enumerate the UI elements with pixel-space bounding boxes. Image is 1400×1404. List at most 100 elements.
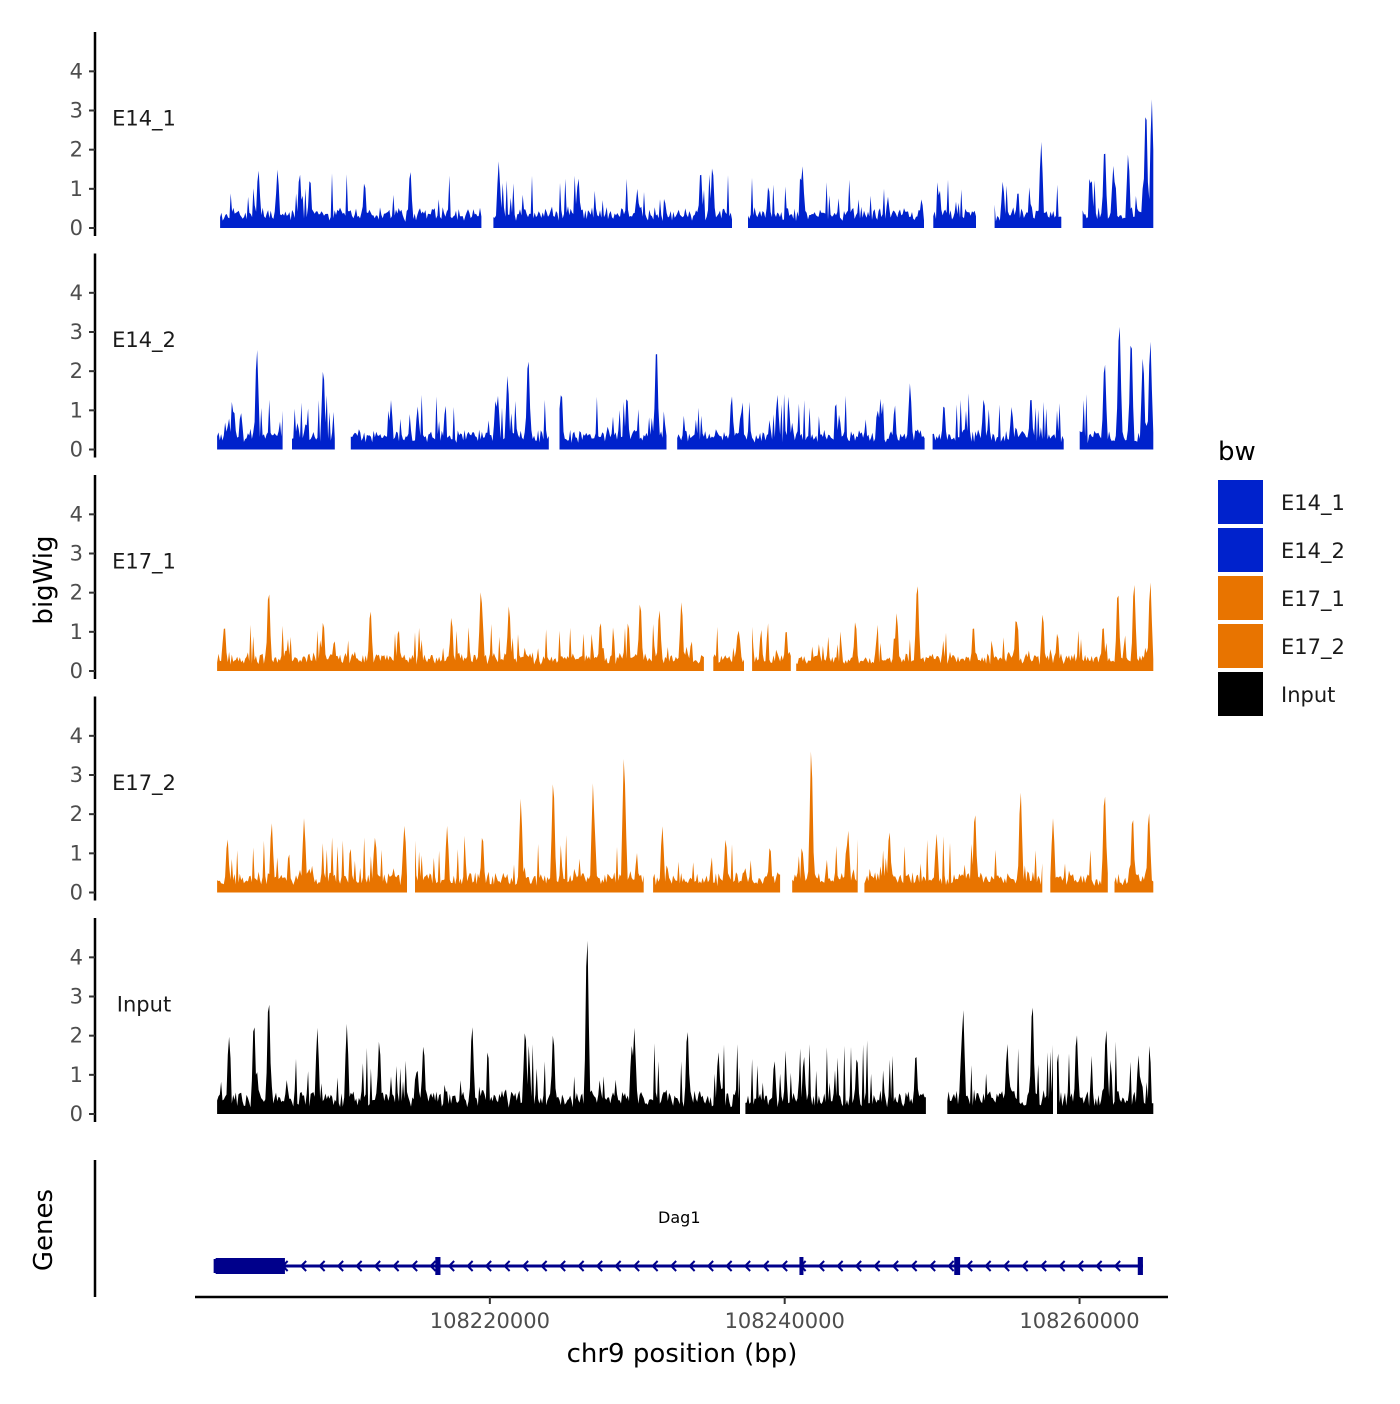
legend-label-E17_1: E17_1: [1281, 587, 1345, 612]
strand-arrow-icon: [706, 1260, 714, 1272]
legend-label-E14_1: E14_1: [1281, 491, 1345, 516]
legend-key-Input: [1218, 672, 1263, 716]
strand-arrow-icon: [429, 1260, 437, 1272]
track-panel-E14_1: 0 1 2 3 4 E14_1: [70, 32, 1154, 240]
strand-arrow-icon: [299, 1260, 307, 1272]
signal-area-E14_2: [217, 326, 1154, 450]
track-panel-Input: 0 1 2 3 4 Input: [70, 918, 1154, 1126]
strand-arrow-icon: [836, 1260, 844, 1272]
strand-arrow-icon: [355, 1260, 363, 1272]
strand-arrow-icon: [947, 1260, 955, 1272]
y-tick-label: 2: [70, 802, 83, 826]
legend-key-E14_2: [1218, 528, 1263, 572]
x-axis: 108220000 108240000 108260000: [195, 1295, 1168, 1333]
gene-exon: [1137, 1257, 1143, 1275]
gene-exon: [799, 1257, 804, 1275]
strand-arrow-icon: [614, 1260, 622, 1272]
gene-exon: [435, 1257, 441, 1275]
strand-arrow-icon: [762, 1260, 770, 1272]
strand-arrow-icon: [1076, 1260, 1084, 1272]
legend: bw E14_1 E14_2 E17_1 E17_2 Input: [1218, 437, 1345, 716]
x-axis-title: chr9 position (bp): [567, 1339, 798, 1369]
y-tick-label: 4: [70, 724, 83, 748]
y-tick-label: 4: [70, 59, 83, 83]
strand-arrow-icon: [817, 1260, 825, 1272]
track-label: E17_1: [112, 549, 176, 574]
strand-arrow-icon: [632, 1260, 640, 1272]
y-tick-label: 0: [70, 881, 83, 905]
strand-arrow-icon: [318, 1260, 326, 1272]
strand-arrow-icon: [521, 1260, 529, 1272]
strand-arrow-icon: [743, 1260, 751, 1272]
strand-arrow-icon: [595, 1260, 603, 1272]
y-tick-label: 1: [70, 177, 83, 201]
strand-arrow-icon: [577, 1260, 585, 1272]
x-tick-label: 108260000: [1019, 1309, 1139, 1333]
y-tick-label: 4: [70, 502, 83, 526]
track-panels: 0 1 2 3 4 E14_1 0 1 2 3 4 E14_2 0 1 2 3 4 E17_1 0 1 2 3 4 E17_2…: [70, 32, 1154, 1126]
legend-key-E17_1: [1218, 576, 1263, 620]
y-tick-label: 3: [70, 985, 83, 1009]
strand-arrow-icon: [447, 1260, 455, 1272]
strand-arrow-icon: [1095, 1260, 1103, 1272]
x-tick-label: 108240000: [725, 1309, 845, 1333]
strand-arrow-icon: [1002, 1260, 1010, 1272]
gene-track-panel: Dag1: [93, 1160, 1143, 1297]
y-tick-label: 3: [70, 320, 83, 344]
strand-arrow-icon: [928, 1260, 936, 1272]
strand-arrow-icon: [484, 1260, 492, 1272]
signal-area-E17_2: [217, 751, 1154, 893]
y-tick-label: 3: [70, 542, 83, 566]
y-tick-label: 2: [70, 138, 83, 162]
strand-arrow-icon: [373, 1260, 381, 1272]
strand-arrow-icon: [780, 1260, 788, 1272]
gene-exon: [954, 1257, 961, 1275]
signal-area-E17_1: [217, 582, 1154, 671]
gene-name-label: Dag1: [658, 1208, 700, 1227]
strand-arrow-icon: [392, 1260, 400, 1272]
strand-arrow-icon: [910, 1260, 918, 1272]
track-panel-E17_1: 0 1 2 3 4 E17_1: [70, 475, 1154, 683]
x-tick-label: 108220000: [430, 1309, 550, 1333]
track-panel-E14_2: 0 1 2 3 4 E14_2: [70, 253, 1154, 462]
strand-arrow-icon: [669, 1260, 677, 1272]
y-tick-label: 0: [70, 1102, 83, 1126]
y-axis-title: bigWig: [29, 535, 59, 624]
y-tick-label: 4: [70, 945, 83, 969]
strand-arrow-icon: [540, 1260, 548, 1272]
signal-area-E14_1: [220, 99, 1154, 229]
strand-arrow-icon: [1039, 1260, 1047, 1272]
y-tick-label: 2: [70, 581, 83, 605]
track-label: E14_1: [112, 106, 176, 131]
y-tick-label: 0: [70, 438, 83, 462]
strand-arrow-icon: [503, 1260, 511, 1272]
y-tick-label: 1: [70, 398, 83, 422]
y-tick-label: 1: [70, 620, 83, 644]
gene-utr: [213, 1259, 236, 1273]
legend-label-E14_2: E14_2: [1281, 539, 1345, 564]
strand-arrow-icon: [873, 1260, 881, 1272]
legend-key-E17_2: [1218, 624, 1263, 668]
y-tick-label: 3: [70, 99, 83, 123]
track-label: E14_2: [112, 328, 176, 353]
legend-entries: E14_1 E14_2 E17_1 E17_2 Input: [1218, 480, 1345, 716]
y-tick-label: 4: [70, 281, 83, 305]
strand-arrow-icon: [725, 1260, 733, 1272]
y-tick-label: 1: [70, 841, 83, 865]
strand-arrow-icon: [854, 1260, 862, 1272]
legend-label-Input: Input: [1281, 683, 1335, 707]
legend-label-E17_2: E17_2: [1281, 635, 1345, 660]
strand-arrow-icon: [1058, 1260, 1066, 1272]
strand-arrow-icon: [965, 1260, 973, 1272]
strand-arrow-icon: [336, 1260, 344, 1272]
y-tick-label: 0: [70, 216, 83, 240]
track-panel-E17_2: 0 1 2 3 4 E17_2: [70, 696, 1154, 905]
strand-arrow-icon: [1021, 1260, 1029, 1272]
strand-arrow-icon: [891, 1260, 899, 1272]
genes-axis-title: Genes: [29, 1189, 59, 1271]
track-label: Input: [117, 992, 171, 1016]
y-tick-label: 2: [70, 359, 83, 383]
signal-area-Input: [217, 940, 1154, 1114]
legend-title: bw: [1218, 437, 1256, 467]
